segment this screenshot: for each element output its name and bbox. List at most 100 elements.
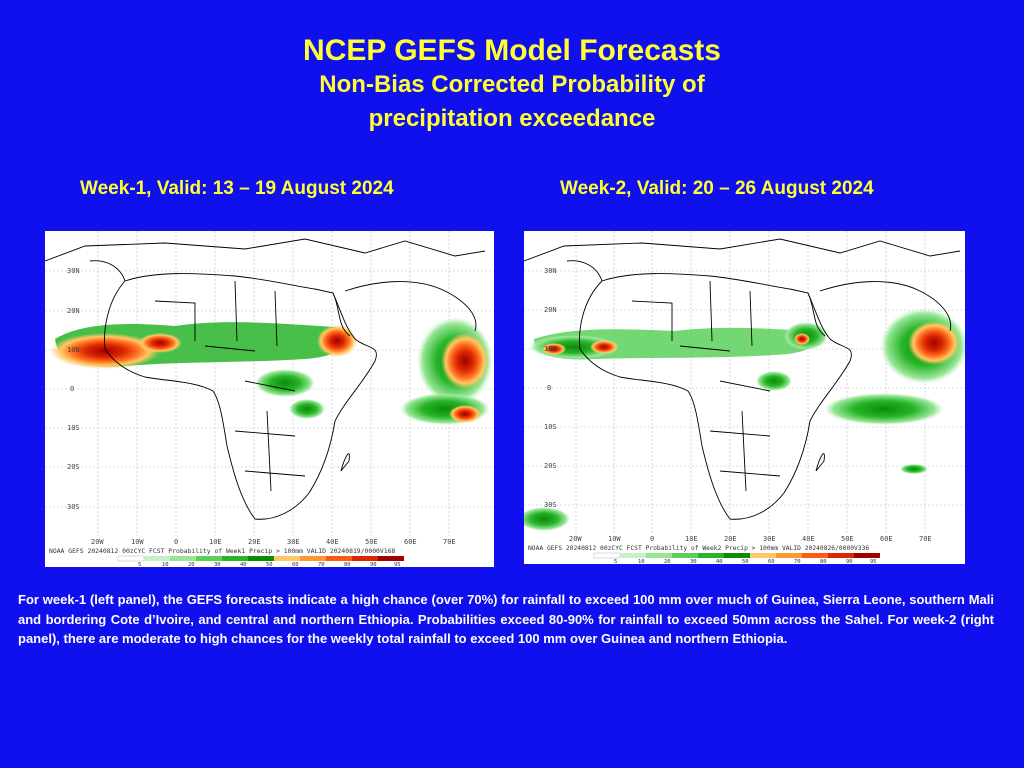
lon-label: 20E: [248, 538, 261, 546]
lon-label: 10W: [131, 538, 144, 546]
week2-scale-labels: 5 10 20 30 40 50 60 70 80 90 95: [614, 559, 877, 564]
page-subtitle-line2: precipitation exceedance: [368, 105, 656, 132]
scale-swatch: [698, 553, 724, 558]
week1-precip-field: [50, 317, 493, 425]
lat-label: 20S: [544, 462, 557, 470]
scale-swatch: [828, 553, 854, 558]
scale-swatch: [117, 555, 145, 562]
scale-swatch: [352, 556, 378, 561]
week1-map: 30N 20N 10N 0 10S 20S 30S 20W 10W 0 10E …: [45, 231, 494, 567]
lat-label: 10S: [67, 424, 80, 432]
scale-swatch: [593, 552, 621, 559]
title-block: NCEP GEFS Model Forecasts Non-Bias Corre…: [0, 34, 1024, 136]
caption-paragraph: For week-1 (left panel), the GEFS foreca…: [18, 592, 994, 646]
week2-map-panel: 30N 20N 10N 0 10S 20S 30S 20W 10W 0 10E …: [524, 231, 965, 564]
week1-map-panel: 30N 20N 10N 0 10S 20S 30S 20W 10W 0 10E …: [45, 231, 494, 567]
scale-label: 70: [318, 562, 325, 567]
lon-label: 40E: [802, 535, 815, 543]
scale-label: 40: [240, 562, 247, 567]
lon-label: 70E: [919, 535, 932, 543]
scale-label: 80: [344, 562, 351, 567]
lon-label: 50E: [841, 535, 854, 543]
scale-swatch: [300, 556, 326, 561]
lat-label: 20S: [67, 463, 80, 471]
scale-swatch: [222, 556, 248, 561]
lon-label: 20W: [91, 538, 104, 546]
scale-swatch: [170, 556, 196, 561]
lon-label: 30E: [763, 535, 776, 543]
lon-label: 30E: [287, 538, 300, 546]
scale-label: 10: [162, 562, 169, 567]
scale-swatch: [326, 556, 352, 561]
scale-label: 90: [370, 562, 377, 567]
scale-label: 30: [214, 562, 221, 567]
scale-label: 95: [394, 562, 401, 567]
scale-swatch: [750, 553, 776, 558]
lon-label: 60E: [404, 538, 417, 546]
scale-label: 5: [614, 559, 617, 564]
scale-swatch: [144, 556, 170, 561]
lon-label: 20W: [569, 535, 582, 543]
lon-label: 20E: [724, 535, 737, 543]
scale-swatch: [646, 553, 672, 558]
lat-label: 10N: [67, 346, 80, 354]
lon-label: 60E: [880, 535, 893, 543]
lat-label: 30N: [67, 267, 80, 275]
lon-labels: 20W 10W 0 10E 20E 30E 40E 50E 60E 70E: [91, 538, 456, 546]
lat-labels: 30N 20N 10N 0 10S 20S 30S: [544, 267, 557, 509]
scale-label: 10: [638, 559, 645, 564]
lat-label: 0: [547, 384, 551, 392]
scale-label: 40: [716, 559, 723, 564]
lon-label: 0: [174, 538, 178, 546]
scale-label: 20: [664, 559, 671, 564]
lon-label: 0: [650, 535, 654, 543]
lon-label: 10W: [608, 535, 621, 543]
lon-label: 40E: [326, 538, 339, 546]
scale-swatch: [274, 556, 300, 561]
page-subtitle-line1: Non-Bias Corrected Probability of: [319, 71, 705, 98]
grid-lines: [524, 231, 965, 534]
scale-swatch: [378, 556, 404, 561]
scale-label: 60: [768, 559, 775, 564]
week1-footer: NOAA GEFS 20240812 00zCYC FCST Probabili…: [49, 547, 395, 555]
page-title: NCEP GEFS Model Forecasts: [303, 34, 721, 67]
scale-swatch: [854, 553, 880, 558]
lat-label: 20N: [67, 307, 80, 315]
scale-label: 60: [292, 562, 299, 567]
scale-swatch: [620, 553, 646, 558]
scale-label: 70: [794, 559, 801, 564]
lat-label: 0: [70, 385, 74, 393]
lon-labels: 20W 10W 0 10E 20E 30E 40E 50E 60E 70E: [569, 535, 932, 543]
week2-footer: NOAA GEFS 20240812 00zCYC FCST Probabili…: [528, 545, 869, 552]
scale-swatch: [802, 553, 828, 558]
lon-label: 70E: [443, 538, 456, 546]
week2-precip-field: [524, 308, 965, 531]
scale-swatch: [248, 556, 274, 561]
scale-swatch: [196, 556, 222, 561]
lat-label: 10S: [544, 423, 557, 431]
lon-label: 10E: [209, 538, 222, 546]
scale-label: 80: [820, 559, 827, 564]
week2-map: 30N 20N 10N 0 10S 20S 30S 20W 10W 0 10E …: [524, 231, 965, 564]
lat-label: 30N: [544, 267, 557, 275]
scale-label: 20: [188, 562, 195, 567]
week2-label: Week-2, Valid: 20 – 26 August 2024: [560, 178, 874, 199]
week1-scale-labels: 5 10 20 30 40 50 60 70 80 90 95: [138, 562, 401, 567]
lat-label: 30S: [544, 501, 557, 509]
lat-label: 10N: [544, 345, 557, 353]
scale-label: 90: [846, 559, 853, 564]
scale-label: 30: [690, 559, 697, 564]
scale-label: 95: [870, 559, 877, 564]
scale-label: 50: [266, 562, 273, 567]
scale-swatch: [724, 553, 750, 558]
week1-color-scale: [117, 555, 404, 562]
lon-label: 10E: [685, 535, 698, 543]
africa-outline: [45, 238, 486, 520]
scale-swatch: [776, 553, 802, 558]
lat-label: 20N: [544, 306, 557, 314]
africa-outline: [524, 238, 961, 520]
scale-label: 5: [138, 562, 141, 567]
scale-swatch: [672, 553, 698, 558]
scale-label: 50: [742, 559, 749, 564]
lat-labels: 30N 20N 10N 0 10S 20S 30S: [67, 267, 80, 511]
